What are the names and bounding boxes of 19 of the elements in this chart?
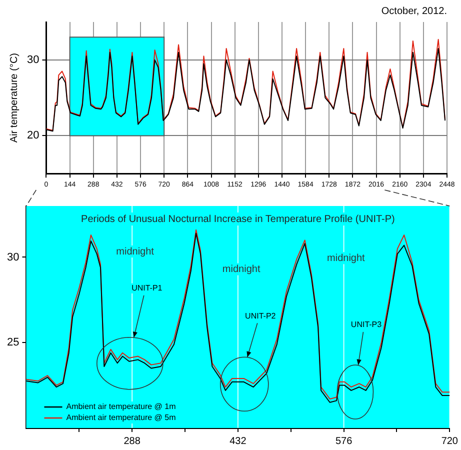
chart-title: October, 2012. — [381, 6, 447, 17]
y-axis-title: Air temperature (°C) — [8, 53, 20, 143]
annotation: midnight — [327, 252, 366, 264]
annotation: UNIT-P3 — [350, 320, 382, 330]
y-tick-label: 30 — [26, 54, 40, 66]
annotation: midnight — [222, 264, 260, 276]
x-tick-label: 432 — [230, 436, 247, 447]
x-tick-label: 720 — [441, 436, 458, 447]
legend-label: Ambient air temperature @ 5m — [66, 413, 176, 422]
legend-label: Ambient air temperature @ 1m — [66, 402, 176, 412]
y-tick-label: 25 — [6, 336, 20, 349]
y-tick-label: 20 — [26, 130, 40, 142]
annotation: UNIT-P1 — [132, 284, 163, 293]
annotation: midnight — [116, 246, 154, 258]
x-tick-label: 576 — [335, 436, 353, 447]
text: Periods of Unusual Nocturnal Increase in Temperature Profile (UNIT-P) — [81, 214, 395, 225]
annotation: UNIT-P2 — [245, 311, 276, 320]
y-tick-label: 30 — [6, 251, 20, 264]
x-tick-label: 288 — [124, 436, 141, 447]
